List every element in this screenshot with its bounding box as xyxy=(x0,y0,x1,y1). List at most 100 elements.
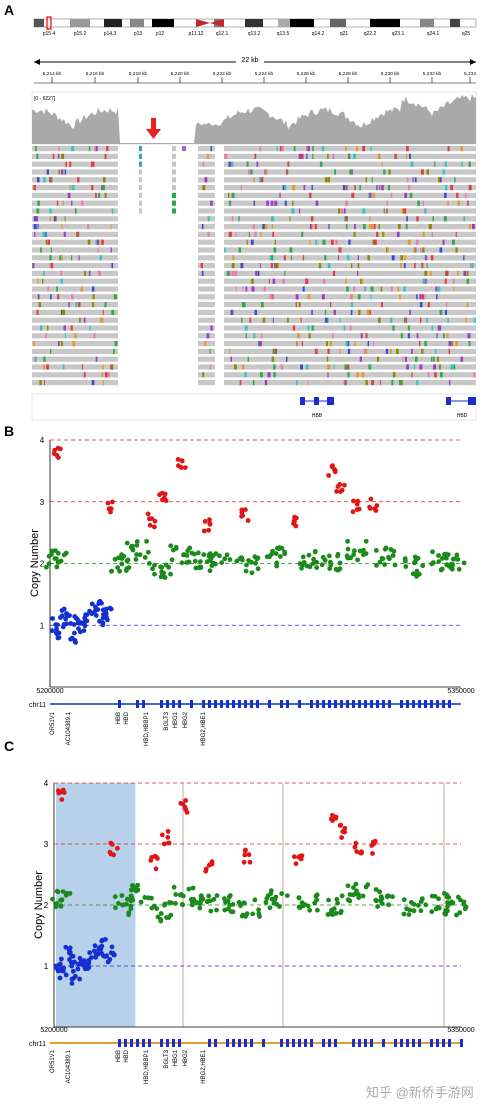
data-point xyxy=(282,551,288,557)
read-row xyxy=(198,356,215,362)
data-point xyxy=(124,540,130,546)
read-mismatch xyxy=(455,341,458,347)
data-point xyxy=(80,962,86,968)
data-point xyxy=(167,900,172,905)
data-point xyxy=(87,950,93,956)
ruler-tick-label: 5,234 xyxy=(464,71,476,77)
gene-exon xyxy=(232,1039,235,1047)
read-mismatch xyxy=(76,231,79,237)
y-tick-label: 3 xyxy=(44,840,49,849)
gap-read xyxy=(139,153,142,159)
read-row xyxy=(32,278,118,284)
data-point xyxy=(69,963,75,969)
read-mismatch xyxy=(309,239,311,245)
read-mismatch xyxy=(231,192,235,198)
ruler-tick-label: 5,224 kb xyxy=(255,71,274,77)
read-mismatch xyxy=(412,177,414,183)
read-mismatch xyxy=(45,333,47,339)
read-mismatch xyxy=(230,356,232,362)
data-point xyxy=(334,896,340,902)
read-mismatch xyxy=(310,216,314,222)
read-mismatch xyxy=(270,200,274,206)
data-point xyxy=(52,556,58,561)
data-point xyxy=(431,560,436,565)
data-point xyxy=(320,554,326,560)
read-mismatch xyxy=(102,185,105,191)
read-mismatch xyxy=(439,177,442,183)
read-mismatch xyxy=(252,380,255,386)
data-point xyxy=(379,901,385,906)
data-point xyxy=(168,571,173,577)
read-mismatch xyxy=(248,231,250,237)
read-mismatch xyxy=(460,146,464,152)
data-point xyxy=(354,501,360,507)
read-mismatch xyxy=(388,185,390,191)
data-point xyxy=(413,571,419,577)
data-point xyxy=(203,866,209,872)
gene-exon xyxy=(316,700,319,708)
data-point xyxy=(169,557,175,563)
read-mismatch xyxy=(319,161,323,167)
data-point xyxy=(337,482,343,487)
read-mismatch xyxy=(47,325,49,331)
read-mismatch xyxy=(351,263,353,269)
data-point xyxy=(338,489,343,494)
data-point xyxy=(436,896,441,902)
data-point xyxy=(269,551,274,557)
data-point xyxy=(54,556,59,562)
data-point xyxy=(335,484,341,489)
data-point xyxy=(130,543,135,549)
data-point xyxy=(162,902,167,908)
read-mismatch xyxy=(62,364,65,370)
read-mismatch xyxy=(224,247,226,253)
read-mismatch xyxy=(399,380,402,386)
read-mismatch xyxy=(37,224,39,230)
data-point xyxy=(306,552,312,558)
data-point xyxy=(180,801,186,807)
read-mismatch xyxy=(43,364,45,370)
data-point xyxy=(76,961,82,967)
data-point xyxy=(310,561,316,566)
data-point xyxy=(253,560,258,566)
gene-exon xyxy=(388,700,391,708)
gene-exon xyxy=(208,700,211,708)
gene-exon xyxy=(442,700,445,708)
read-mismatch xyxy=(87,224,90,230)
gap-read xyxy=(172,153,176,159)
data-point xyxy=(345,555,351,561)
data-point xyxy=(332,469,338,475)
data-point xyxy=(56,790,62,796)
read-mismatch xyxy=(387,247,389,253)
data-point xyxy=(404,906,409,912)
data-point xyxy=(108,840,114,846)
data-point xyxy=(249,559,254,565)
read-mismatch xyxy=(323,278,326,284)
read-mismatch xyxy=(46,169,49,175)
read-row xyxy=(198,208,215,214)
read-mismatch xyxy=(104,192,107,198)
data-point xyxy=(101,612,106,617)
read-row xyxy=(224,231,476,237)
read-mismatch xyxy=(210,325,213,331)
data-point xyxy=(454,552,460,558)
gap-read xyxy=(172,169,176,175)
data-point xyxy=(97,599,102,605)
read-mismatch xyxy=(450,185,454,191)
data-point xyxy=(322,557,328,563)
read-row xyxy=(198,348,215,354)
read-mismatch xyxy=(114,341,118,347)
data-point xyxy=(305,903,311,909)
data-point xyxy=(194,900,199,905)
data-point xyxy=(254,556,260,562)
read-mismatch xyxy=(246,239,248,245)
read-mismatch xyxy=(333,309,336,315)
data-point xyxy=(132,885,137,891)
data-point xyxy=(70,960,76,966)
data-point xyxy=(82,966,88,972)
read-mismatch xyxy=(113,348,115,354)
data-point xyxy=(133,557,139,562)
data-point xyxy=(446,563,452,569)
read-mismatch xyxy=(365,380,368,386)
data-point xyxy=(329,464,335,469)
data-point xyxy=(178,892,184,897)
